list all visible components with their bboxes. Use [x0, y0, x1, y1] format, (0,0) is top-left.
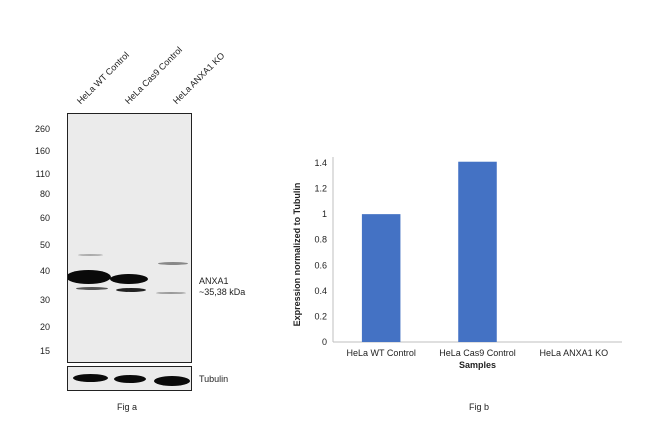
x-tick-label: HeLa ANXA1 KO: [540, 348, 609, 358]
y-tick-label: 1: [322, 209, 327, 219]
y-tick-label: 1.4: [314, 158, 327, 168]
blot-image: [67, 113, 192, 363]
tubulin-band-ko: [154, 376, 190, 386]
band-wt-faint: [78, 254, 103, 256]
band-label-size: ~35,38 kDa: [199, 287, 246, 297]
loading-control-label: Tubulin: [199, 374, 229, 384]
band-cas9: [110, 274, 148, 284]
band-label-name: ANXA1: [199, 276, 229, 286]
marker-label: 20: [39, 322, 50, 332]
bar: [458, 161, 497, 342]
bar: [361, 214, 401, 342]
fig-a-caption: Fig a: [117, 402, 138, 412]
y-tick-label: 0.8: [314, 235, 327, 245]
marker-label: 110: [35, 169, 50, 179]
x-axis-title: Samples: [459, 360, 496, 370]
y-tick-label: 0: [322, 337, 327, 347]
x-tick-label: HeLa WT Control: [346, 348, 415, 358]
x-tick-label: HeLa Cas9 Control: [439, 348, 516, 358]
tubulin-band-cas9: [114, 375, 146, 383]
y-tick-label: 1.2: [314, 184, 327, 194]
band-cas9-lower: [116, 288, 146, 292]
band-ko-faint: [158, 262, 188, 265]
y-tick-label: 0.2: [314, 311, 327, 321]
band-ko-faint-lower: [156, 292, 186, 294]
y-tick-label: 0.4: [314, 286, 327, 296]
band-wt: [68, 270, 111, 284]
marker-label: 30: [39, 295, 50, 305]
marker-label: 60: [39, 213, 50, 223]
tubulin-blot: [67, 366, 192, 391]
marker-label: 80: [39, 189, 50, 199]
marker-label: 50: [39, 240, 50, 250]
marker-label: 260: [34, 124, 50, 134]
band-wt-lower: [76, 287, 108, 290]
marker-label: 160: [34, 146, 50, 156]
tubulin-band-wt: [73, 374, 108, 382]
marker-label: 15: [39, 346, 50, 356]
marker-label: 40: [39, 266, 50, 276]
fig-b-caption: Fig b: [469, 402, 490, 412]
y-tick-label: 0.6: [314, 260, 327, 270]
y-axis-title: Expression normalized to Tubulin: [292, 183, 302, 327]
